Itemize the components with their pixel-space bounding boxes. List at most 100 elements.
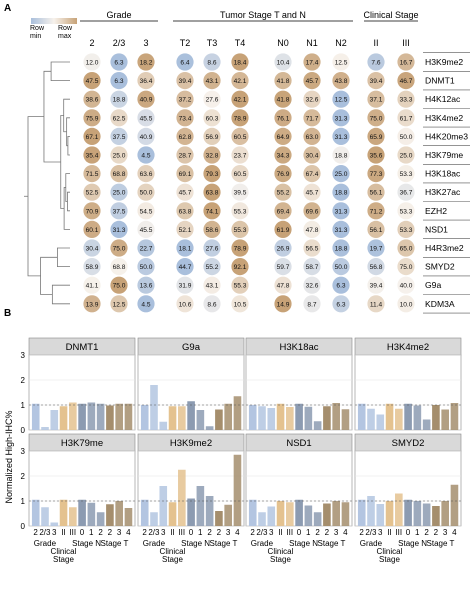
cell-value-label: 32.8 xyxy=(206,153,219,160)
cell-value-label: 22.7 xyxy=(140,246,153,253)
x-tick-label: 3 xyxy=(269,528,274,537)
cell-value-label: 42.1 xyxy=(234,78,247,85)
cell-value-label: 12.0 xyxy=(86,60,99,67)
heatmap-cell xyxy=(332,258,350,276)
heatmap-cell xyxy=(231,72,249,90)
cell-value-label: 17.4 xyxy=(306,60,319,67)
cell-value-label: 6.3 xyxy=(336,283,345,290)
heatmap-cell xyxy=(303,72,321,90)
heatmap-cell xyxy=(110,220,128,238)
cell-value-label: 31.3 xyxy=(113,227,126,234)
bar xyxy=(233,454,242,526)
bar xyxy=(159,421,168,430)
heatmap-cell xyxy=(367,239,385,257)
cell-value-label: 27.6 xyxy=(206,97,219,104)
heatmap-cell xyxy=(176,295,194,313)
bar xyxy=(87,502,96,526)
x-group-label: Grade xyxy=(143,539,166,548)
heatmap-cell xyxy=(83,183,101,201)
heatmap-cell xyxy=(137,127,155,145)
x-tick-label: 2 xyxy=(434,528,439,537)
cell-value-label: 8.7 xyxy=(307,301,316,308)
bar xyxy=(196,486,205,526)
heatmap-cell xyxy=(231,220,249,238)
x-tick-label: 3 xyxy=(443,528,448,537)
group-header-label: Grade xyxy=(106,10,131,20)
bar xyxy=(276,501,285,526)
cell-value-label: 56.8 xyxy=(370,264,383,271)
cell-value-label: 69.6 xyxy=(306,208,319,215)
bar xyxy=(205,496,214,526)
heatmap-cell xyxy=(203,220,221,238)
cell-value-label: 60.5 xyxy=(234,134,247,141)
row-label: H4K12ac xyxy=(425,94,461,104)
heatmap-cell xyxy=(231,295,249,313)
heatmap-cell xyxy=(332,295,350,313)
heatmap-cell xyxy=(83,90,101,108)
cell-value-label: 40.9 xyxy=(140,134,153,141)
x-tick-label: 1 xyxy=(198,528,203,537)
bar xyxy=(50,522,59,526)
x-group-label: Stage N xyxy=(72,539,101,548)
heatmap-cell xyxy=(176,90,194,108)
heatmap-cell xyxy=(303,220,321,238)
heatmap-cell xyxy=(367,202,385,220)
cell-value-label: 55.2 xyxy=(277,190,290,197)
heatmap-cell xyxy=(203,109,221,127)
heatmap-cell xyxy=(397,90,415,108)
heatmap-cell xyxy=(231,90,249,108)
cell-value-label: 76.9 xyxy=(277,171,290,178)
cell-value-label: 43.8 xyxy=(335,78,348,85)
heatmap-cell xyxy=(110,90,128,108)
heatmap-cell xyxy=(203,258,221,276)
cell-value-label: 31.9 xyxy=(179,283,192,290)
heatmap-column-labels: 2 2/3 3 T2 T3 T4 N0 N1 N2 II III xyxy=(89,38,409,48)
cell-value-label: 67.4 xyxy=(306,171,319,178)
cell-value-label: 68.8 xyxy=(113,171,126,178)
cell-value-label: 79.3 xyxy=(206,171,219,178)
heatmap-cell xyxy=(397,146,415,164)
x-tick-label: 4 xyxy=(235,528,240,537)
heatmap-cell xyxy=(203,183,221,201)
cell-value-label: 45.5 xyxy=(140,227,153,234)
heatmap-cell xyxy=(137,146,155,164)
heatmap-cell xyxy=(397,295,415,313)
bar xyxy=(376,504,385,526)
heatmap-cell xyxy=(274,220,292,238)
panel-title: H3K18ac xyxy=(279,342,318,353)
bar xyxy=(267,506,276,526)
heatmap-cell xyxy=(137,72,155,90)
cell-value-label: 78.9 xyxy=(234,115,247,122)
x-tick-label: 2/3 xyxy=(365,528,377,537)
cell-value-label: 56.9 xyxy=(206,134,219,141)
bar xyxy=(59,499,68,526)
cell-value-label: 61.9 xyxy=(277,227,290,234)
cell-value-label: 56.1 xyxy=(370,190,383,197)
x-group-label: Stage N xyxy=(398,539,427,548)
cell-value-label: 63.6 xyxy=(140,171,153,178)
cell-value-label: 70.9 xyxy=(86,208,99,215)
cell-value-label: 34.3 xyxy=(277,153,290,160)
heatmap-cell xyxy=(397,183,415,201)
row-label: H3K18ac xyxy=(425,169,461,179)
heatmap-cell xyxy=(110,127,128,145)
x-group-label: Stage T xyxy=(210,539,238,548)
dendrogram-branch xyxy=(27,116,44,277)
bar-panel: H3K4me2 xyxy=(354,337,462,431)
x-tick-label: II xyxy=(387,528,391,537)
cell-value-label: 68.8 xyxy=(113,264,126,271)
legend-min-label: Row xyxy=(30,25,45,32)
bar xyxy=(187,401,195,430)
cell-value-label: 53.3 xyxy=(400,208,413,215)
cell-value-label: 75.0 xyxy=(113,283,126,290)
bar xyxy=(404,499,412,526)
heatmap-cell xyxy=(397,109,415,127)
heatmap-cell xyxy=(367,53,385,71)
cell-value-label: 37.5 xyxy=(113,208,126,215)
cell-value-label: 71.5 xyxy=(86,171,99,178)
heatmap-cell xyxy=(397,72,415,90)
bar xyxy=(150,512,158,526)
heatmap-cell xyxy=(176,202,194,220)
x-tick-label: III xyxy=(395,528,402,537)
